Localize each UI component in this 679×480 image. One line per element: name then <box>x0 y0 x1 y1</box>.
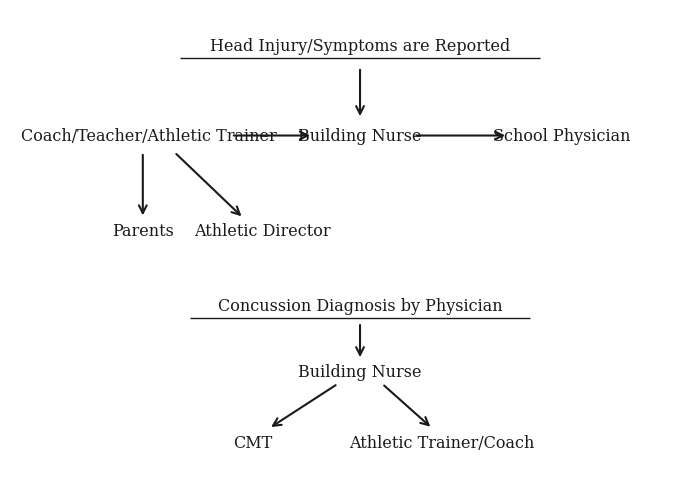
Text: Concussion Diagnosis by Physician: Concussion Diagnosis by Physician <box>218 298 502 314</box>
Text: Athletic Trainer/Coach: Athletic Trainer/Coach <box>349 434 534 451</box>
Text: Building Nurse: Building Nurse <box>298 128 422 144</box>
Text: CMT: CMT <box>234 434 272 451</box>
Text: School Physician: School Physician <box>493 128 630 144</box>
Text: Parents: Parents <box>112 222 174 239</box>
Text: Athletic Director: Athletic Director <box>194 222 331 239</box>
Text: Head Injury/Symptoms are Reported: Head Injury/Symptoms are Reported <box>210 38 510 55</box>
Text: Building Nurse: Building Nurse <box>298 363 422 381</box>
Text: Coach/Teacher/Athletic Trainer: Coach/Teacher/Athletic Trainer <box>21 128 277 144</box>
